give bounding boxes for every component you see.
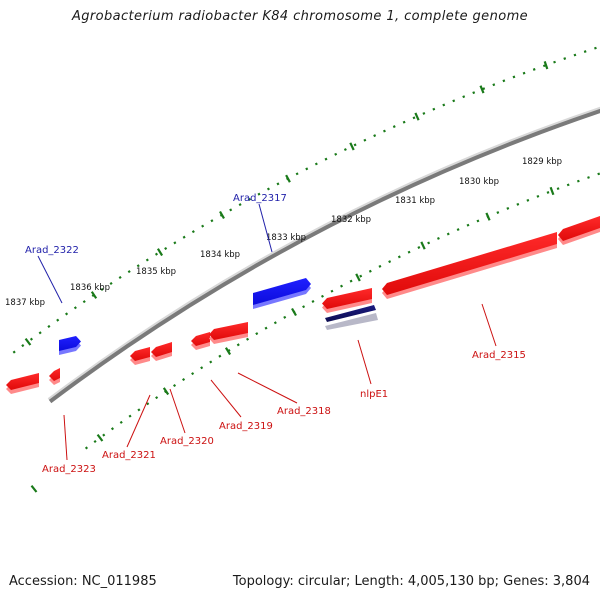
outer-coordinate-ruler [12, 45, 600, 354]
nlpE1-bar-shade [325, 313, 378, 330]
inner-major-tick [549, 186, 555, 196]
outer-major-tick [90, 291, 98, 299]
genome-backbone [48, 108, 600, 404]
gene-arrow-arad-2315-face [382, 232, 557, 295]
gene-arrow-arad-2317-face [253, 278, 311, 305]
gene-arrow-arad-2321-face [130, 347, 150, 361]
ruler-label-3: 1835 kbp [136, 267, 176, 277]
gene-arrow-edge-face [558, 216, 600, 241]
gene-arrow-arad-2319 [191, 332, 210, 350]
outer-major-tick [543, 61, 549, 70]
gene-arrow-small-2323-face [49, 368, 60, 381]
genome-summary-label: Topology: circular; Length: 4,005,130 bp… [232, 574, 590, 589]
inner-major-tick [485, 212, 491, 221]
outer-major-tick [479, 85, 485, 94]
gene-label-arad-2315-leader [481, 303, 497, 347]
gene-label-arad-2323-leader [63, 414, 68, 461]
gene-arrow-arad-2318 [209, 322, 248, 344]
gene-arrow-arad-2320 [151, 342, 172, 361]
gene-arrow-arad-2319-face [191, 332, 210, 346]
map-title: Agrobacterium radiobacter K84 chromosome… [71, 9, 529, 24]
inner-major-tick [291, 307, 297, 317]
inner-major-tick [224, 347, 232, 356]
gene-arrow-small-2323 [49, 368, 60, 385]
gene-arrow-nlpE1-a [322, 288, 372, 313]
outer-major-tick [349, 142, 355, 151]
gene-label-arad-2319-leader [210, 379, 242, 418]
gene-label-arad-2319: Arad_2319 [219, 421, 273, 432]
outer-major-tick [219, 210, 225, 219]
ruler-label-1: 1837 kbp [5, 298, 45, 308]
ruler-label-4: 1834 kbp [200, 250, 240, 260]
gene-label-arad-2321-leader [126, 394, 151, 448]
gene-label-arad-2322-leader [37, 255, 63, 304]
ruler-label-8: 1830 kbp [459, 177, 499, 187]
inner-major-tick [30, 485, 38, 493]
gene-label-arad-2322: Arad_2322 [25, 245, 79, 256]
ruler-label-2: 1836 kbp [70, 283, 110, 293]
gene-arrow-arad-2317 [253, 278, 311, 309]
inner-major-tick [420, 241, 426, 250]
ruler-label-9: 1829 kbp [522, 157, 562, 167]
outer-major-tick [285, 174, 291, 183]
gene-arrow-nlpE1-a-face [322, 288, 372, 309]
outer-major-tick [414, 112, 420, 121]
gene-label-arad-2317-leader [258, 203, 273, 253]
gene-arrow-arad-2315 [382, 232, 557, 299]
gene-label-arad-2318: Arad_2318 [277, 406, 331, 417]
accession-label: Accession: NC_011985 [9, 574, 157, 589]
gene-label-arad-2318-leader [237, 372, 298, 404]
inner-major-tick [162, 387, 170, 396]
gene-label-arad-2317: Arad_2317 [233, 193, 287, 204]
gene-label-nlpE1: nlpE1 [360, 389, 388, 400]
outer-major-tick [24, 337, 32, 346]
gene-arrow-arad-2322-face [59, 336, 81, 351]
gene-label-arad-2315: Arad_2315 [472, 350, 526, 361]
gene-label-arad-2323: Arad_2323 [42, 464, 96, 475]
gene-arrow-arad-2321 [130, 347, 150, 365]
gene-arrow-edge [558, 216, 600, 245]
gene-arrow-arad-2322 [59, 336, 81, 355]
outer-major-tick [156, 248, 164, 257]
gene-arrow-arad-2323-face [6, 373, 39, 390]
ruler-label-5: 1833 kbp [266, 233, 306, 243]
inner-major-tick [96, 433, 104, 442]
gene-arrow-arad-2320-face [151, 342, 172, 357]
ruler-label-7: 1831 kbp [395, 196, 435, 206]
gene-label-arad-2320: Arad_2320 [160, 436, 214, 447]
inner-major-tick [355, 273, 361, 282]
gene-arrow-arad-2323 [6, 373, 39, 394]
gene-bar-nlpE1 [325, 305, 376, 322]
gene-arrow-arad-2318-face [209, 322, 248, 340]
ruler-label-6: 1832 kbp [331, 215, 371, 225]
gene-label-arad-2320-leader [169, 388, 186, 434]
gene-label-arad-2321: Arad_2321 [102, 450, 156, 461]
gene-label-nlpE1-leader [357, 339, 372, 385]
